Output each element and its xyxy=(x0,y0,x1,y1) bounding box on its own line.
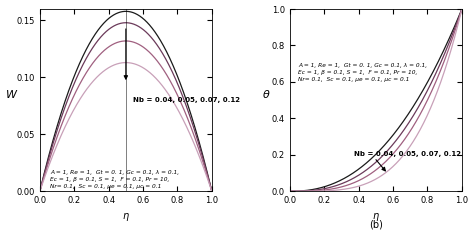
Text: (b): (b) xyxy=(369,220,383,230)
Text: Nb = 0.04, 0.05, 0.07, 0.12: Nb = 0.04, 0.05, 0.07, 0.12 xyxy=(354,151,461,157)
X-axis label: η: η xyxy=(373,211,379,221)
Y-axis label: W: W xyxy=(6,90,17,100)
Text: A = 1, Re = 1,  Gt = 0. 1, Gc = 0.1, λ = 0.1,
Ec = 1, β = 0.1, S = 1,  F = 0.1, : A = 1, Re = 1, Gt = 0. 1, Gc = 0.1, λ = … xyxy=(50,170,179,189)
X-axis label: η: η xyxy=(123,211,129,221)
Text: A = 1, Re = 1,  Gt = 0. 1, Gc = 0.1, λ = 0.1,
Ec = 1, β = 0.1, S = 1,  F = 0.1, : A = 1, Re = 1, Gt = 0. 1, Gc = 0.1, λ = … xyxy=(299,63,428,82)
Y-axis label: θ: θ xyxy=(263,90,270,100)
Text: Nb = 0.04, 0.05, 0.07, 0.12: Nb = 0.04, 0.05, 0.07, 0.12 xyxy=(133,97,240,103)
